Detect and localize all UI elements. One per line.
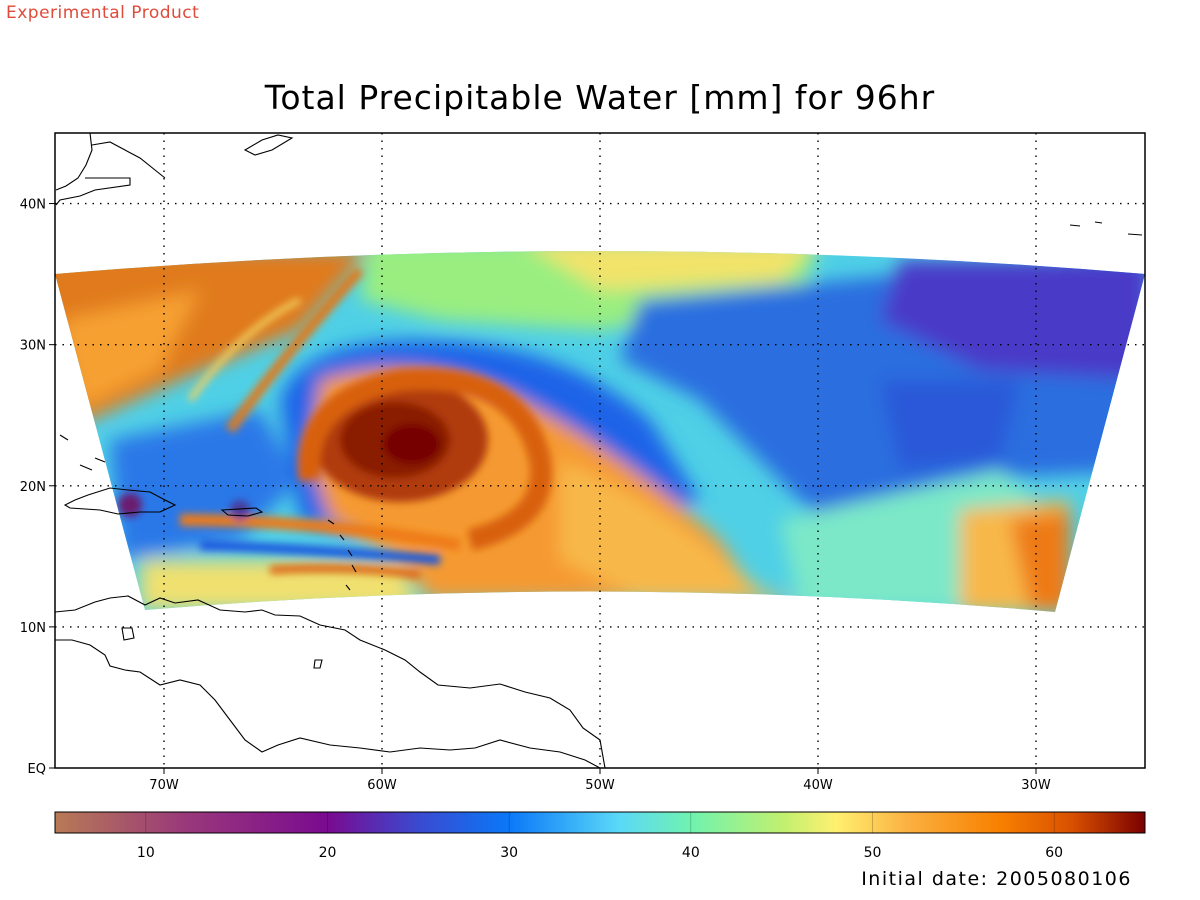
- lon-tick-label: 60W: [367, 778, 397, 793]
- lat-tick-label: 30N: [20, 339, 46, 354]
- lat-tick-label: EQ: [28, 762, 46, 777]
- coastline-puerto-rico: [220, 507, 264, 517]
- lon-tick-label: 40W: [803, 778, 833, 793]
- coastline-lake-maracaibo: [121, 627, 135, 641]
- coastline-cuba: [59, 434, 106, 471]
- lat-tick-label: 10N: [20, 621, 46, 636]
- colorbar-tick-label: 40: [682, 845, 700, 861]
- coastline-south-america: [55, 595, 606, 768]
- lat-tick-label: 20N: [20, 480, 46, 495]
- coastline-hispaniola: [63, 487, 177, 515]
- colorbar-bar: [54, 811, 1146, 834]
- tpw-field: [55, 251, 1145, 612]
- colorbar-tick-label: 20: [319, 845, 337, 861]
- colorbar-tick-label: 50: [864, 845, 882, 861]
- coastline-lesser-antilles: [327, 519, 357, 591]
- colorbar-tick-label: 60: [1045, 845, 1063, 861]
- gridlines: [55, 133, 1145, 768]
- longitude-axis: 70W 60W 50W 40W 30W: [149, 768, 1051, 793]
- coastline-northeast-us: [55, 133, 166, 206]
- coastline-azores: [1069, 221, 1143, 236]
- latitude-axis: EQ 10N 20N 30N 40N: [20, 198, 55, 777]
- map-title: Total Precipitable Water [mm] for 96hr: [264, 78, 936, 117]
- lon-tick-label: 70W: [149, 778, 179, 793]
- coastline-trinidad: [313, 659, 323, 669]
- colorbar-tick-label: 30: [500, 845, 518, 861]
- coastlines: [55, 133, 1143, 768]
- product-label: Experimental Product: [6, 3, 200, 23]
- coastline-nova-scotia: [243, 134, 294, 156]
- lon-tick-label: 50W: [585, 778, 615, 793]
- colorbar-tick-label: 10: [137, 845, 155, 861]
- initial-date: Initial date: 2005080106: [861, 868, 1132, 890]
- colorbar: 10 20 30 40 50 60: [54, 811, 1146, 861]
- lon-tick-label: 30W: [1021, 778, 1051, 793]
- colorbar-ticks: 10 20 30 40 50 60: [137, 812, 1063, 861]
- lat-tick-label: 40N: [20, 198, 46, 213]
